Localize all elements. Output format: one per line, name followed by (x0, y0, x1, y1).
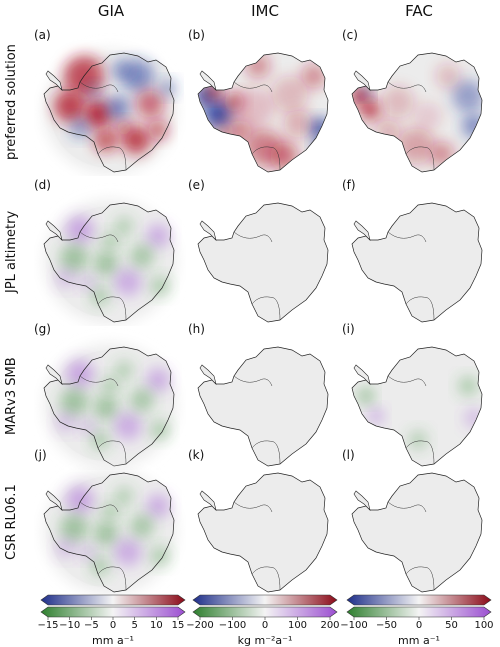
panel-k: (k) (188, 448, 340, 596)
colorbar-tick-label: 50 (445, 620, 458, 631)
colorbar-blue-red (346, 594, 492, 606)
panel-letter: (l) (342, 448, 355, 462)
panel-letter: (b) (188, 28, 205, 42)
coastline (351, 472, 483, 593)
coastline (43, 346, 175, 467)
colorbar-tick-label: −50 (375, 620, 398, 631)
colorbar-tick-label: −5 (83, 620, 99, 631)
map-svg (197, 202, 329, 323)
colorbar-gia-bars (40, 594, 186, 620)
coastline (43, 52, 175, 173)
colorbar-tick-label: −100 (218, 620, 247, 631)
row-title-preferred-solution: preferred solution (4, 44, 19, 160)
map-svg (197, 52, 329, 173)
colorbar-gia-ticks: −15 −10 −5 0 5 10 15 (37, 620, 186, 634)
colorbar-imc-bars (192, 594, 338, 620)
coastline (197, 346, 329, 467)
coastline (43, 472, 175, 593)
row-title-jpl-altimetry: JPL altimetry (4, 210, 19, 294)
colorbar-tick-label: 100 (287, 620, 308, 631)
panel-letter: (h) (188, 322, 205, 336)
panel-e: (e) (188, 178, 340, 326)
panel-j: (j) (34, 448, 186, 596)
colorbar-tick-label: −15 (37, 620, 59, 631)
colorbar-tick-label: −200 (186, 620, 214, 631)
panel-l: (l) (342, 448, 494, 596)
map-svg (351, 472, 483, 593)
coastline (197, 52, 329, 173)
colorbar-fac: −100 −50 0 50 100 mm a⁻¹ (340, 594, 494, 647)
colorbar-imc: −200 −100 0 100 200 kg m⁻²a⁻¹ (186, 594, 340, 647)
map-svg (43, 344, 176, 468)
colorbar-green-purple (192, 606, 338, 618)
coastline (351, 52, 483, 173)
colorbar-imc-ticks: −200 −100 0 100 200 (186, 620, 340, 634)
continent-fill (198, 347, 328, 466)
map-svg (351, 346, 483, 467)
panel-i: (i) (342, 322, 494, 470)
colorbar-fac-bars (346, 594, 492, 620)
panel-letter: (j) (34, 448, 47, 462)
panel-letter: (f) (342, 178, 356, 192)
colorbar-fac-ticks: −100 −50 0 50 100 (340, 620, 494, 634)
map-svg (351, 52, 483, 173)
map-svg (43, 50, 176, 174)
colorbar-blue-red (40, 594, 186, 606)
continent-fill (198, 473, 328, 592)
panel-b: (b) (188, 28, 340, 176)
colorbar-green-purple (40, 606, 186, 618)
colorbar-imc-unit: kg m⁻²a⁻¹ (237, 634, 293, 647)
panel-h: (h) (188, 322, 340, 470)
panel-letter: (g) (34, 322, 51, 336)
panel-g: (g) (34, 322, 186, 470)
continent-fill (352, 347, 482, 466)
continent-fill (352, 473, 482, 592)
column-title-imc: IMC (251, 2, 279, 20)
coastline (351, 346, 483, 467)
colorbar-tick-label: −10 (59, 620, 81, 631)
coastline (197, 202, 329, 323)
colorbar-gia: −15 −10 −5 0 5 10 15 mm a⁻¹ (37, 594, 186, 647)
panel-letter: (i) (342, 322, 355, 336)
colorbar-blue-red (192, 594, 338, 606)
colorbar-tick-label: 100 (474, 620, 494, 631)
colorbar-tick-label: 15 (171, 620, 185, 631)
column-title-gia: GIA (97, 2, 125, 20)
colorbar-tick-label: −100 (340, 620, 368, 631)
colorbar-fac-unit: mm a⁻¹ (398, 634, 440, 647)
panel-letter: (a) (34, 28, 51, 42)
map-svg (197, 472, 329, 593)
panel-d: (d) (34, 178, 186, 326)
panel-f: (f) (342, 178, 494, 326)
panel-c: (c) (342, 28, 494, 176)
panel-letter: (c) (342, 28, 358, 42)
row-title-csr-rl06: CSR RL06.1 (4, 484, 19, 560)
coastline (43, 202, 175, 323)
colorbar-tick-label: 5 (131, 620, 138, 631)
colorbar-tick-label: 0 (415, 620, 423, 631)
map-svg (43, 470, 176, 594)
coastline (197, 472, 329, 593)
colorbar-tick-label: 200 (320, 620, 340, 631)
colorbar-green-purple (346, 606, 492, 618)
map-svg (197, 346, 329, 467)
panel-letter: (d) (34, 178, 51, 192)
continent-fill (198, 203, 328, 322)
continent-fill (352, 203, 482, 322)
colorbar-tick-label: 10 (149, 620, 163, 631)
colorbar-tick-label: 0 (261, 620, 269, 631)
map-svg (43, 200, 176, 324)
panel-letter: (e) (188, 178, 205, 192)
panel-a: (a) (34, 28, 186, 176)
colorbar-gia-unit: mm a⁻¹ (92, 634, 134, 647)
column-title-fac: FAC (405, 2, 433, 20)
colorbar-tick-label: 0 (109, 620, 117, 631)
coastline (351, 202, 483, 323)
map-svg (351, 202, 483, 323)
panel-letter: (k) (188, 448, 205, 462)
